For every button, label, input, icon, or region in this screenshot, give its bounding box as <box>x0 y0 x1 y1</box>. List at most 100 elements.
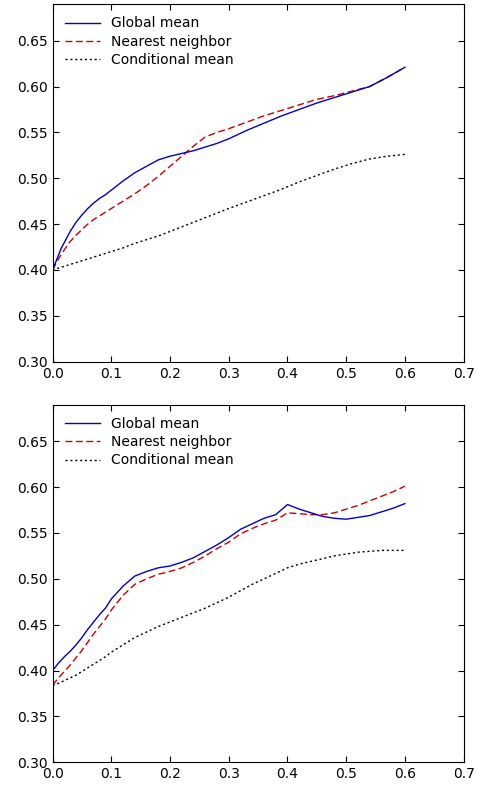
Nearest neighbor <box>191 557 196 567</box>
Conditional mean <box>261 574 267 584</box>
Global mean <box>132 572 138 581</box>
Conditional mean <box>132 633 138 642</box>
Global mean <box>320 511 326 521</box>
Conditional mean <box>320 554 326 564</box>
Nearest neighbor <box>226 538 232 547</box>
Conditional mean <box>191 608 196 618</box>
Nearest neighbor <box>261 111 267 121</box>
Global mean <box>91 198 97 208</box>
Nearest neighbor <box>179 563 185 572</box>
Conditional mean <box>402 545 408 555</box>
Nearest neighbor <box>144 181 150 191</box>
Conditional mean <box>120 243 126 252</box>
Conditional mean <box>214 598 220 607</box>
Global mean <box>402 63 408 72</box>
Global mean <box>85 204 91 214</box>
Nearest neighbor <box>402 481 408 491</box>
Nearest neighbor <box>349 87 355 96</box>
Line: Global mean: Global mean <box>53 503 405 670</box>
Nearest neighbor <box>332 508 337 518</box>
Nearest neighbor <box>132 189 138 198</box>
Nearest neighbor <box>79 646 85 655</box>
Conditional mean <box>144 235 150 245</box>
Conditional mean <box>279 184 284 194</box>
Nearest neighbor <box>296 509 302 518</box>
Nearest neighbor <box>202 551 208 561</box>
Conditional mean <box>296 560 302 569</box>
Global mean <box>50 265 55 275</box>
Nearest neighbor <box>155 172 161 181</box>
Global mean <box>50 665 55 675</box>
Global mean <box>58 243 64 252</box>
Nearest neighbor <box>167 161 173 171</box>
Nearest neighbor <box>103 615 109 624</box>
Global mean <box>226 134 232 144</box>
Conditional mean <box>284 563 290 572</box>
Nearest neighbor <box>243 118 249 127</box>
Global mean <box>167 152 173 161</box>
Nearest neighbor <box>132 580 138 589</box>
Nearest neighbor <box>73 230 79 240</box>
Nearest neighbor <box>238 529 243 538</box>
Conditional mean <box>202 213 208 222</box>
Nearest neighbor <box>109 204 114 214</box>
Conditional mean <box>314 171 320 180</box>
Line: Conditional mean: Conditional mean <box>53 154 405 270</box>
Nearest neighbor <box>50 680 55 690</box>
Global mean <box>202 142 208 152</box>
Global mean <box>155 155 161 164</box>
Conditional mean <box>109 647 114 657</box>
Conditional mean <box>332 551 337 561</box>
Nearest neighbor <box>226 124 232 133</box>
Conditional mean <box>355 547 361 557</box>
Nearest neighbor <box>155 569 161 579</box>
Global mean <box>226 533 232 542</box>
Conditional mean <box>214 208 220 218</box>
Global mean <box>214 540 220 549</box>
Global mean <box>261 118 267 128</box>
Nearest neighbor <box>391 487 396 496</box>
Global mean <box>367 82 372 91</box>
Global mean <box>120 176 126 186</box>
Global mean <box>402 499 408 508</box>
Nearest neighbor <box>279 106 284 115</box>
Nearest neighbor <box>97 211 102 221</box>
Conditional mean <box>191 218 196 227</box>
Conditional mean <box>367 154 372 164</box>
Global mean <box>79 210 85 220</box>
Line: Nearest neighbor: Nearest neighbor <box>53 67 405 270</box>
Conditional mean <box>85 663 91 673</box>
Conditional mean <box>79 667 85 676</box>
Global mean <box>332 514 337 523</box>
Nearest neighbor <box>367 496 372 506</box>
Line: Nearest neighbor: Nearest neighbor <box>53 486 405 685</box>
Line: Conditional mean: Conditional mean <box>53 550 405 685</box>
Nearest neighbor <box>273 515 279 525</box>
Conditional mean <box>343 549 349 559</box>
Nearest neighbor <box>167 567 173 576</box>
Global mean <box>179 557 185 567</box>
Legend: Global mean, Nearest neighbor, Conditional mean: Global mean, Nearest neighbor, Condition… <box>60 411 239 473</box>
Conditional mean <box>273 569 279 578</box>
Global mean <box>191 146 196 156</box>
Global mean <box>273 510 279 519</box>
Conditional mean <box>226 204 232 214</box>
Nearest neighbor <box>250 523 255 533</box>
Global mean <box>367 511 372 520</box>
Nearest neighbor <box>79 225 85 234</box>
Nearest neighbor <box>73 653 79 662</box>
Conditional mean <box>85 254 91 264</box>
Nearest neighbor <box>384 72 390 82</box>
Global mean <box>70 222 76 232</box>
Conditional mean <box>167 617 173 626</box>
Conditional mean <box>50 265 55 275</box>
Conditional mean <box>238 586 243 596</box>
Conditional mean <box>243 197 249 206</box>
Conditional mean <box>50 680 55 690</box>
Global mean <box>155 563 161 572</box>
Nearest neighbor <box>308 510 314 519</box>
Nearest neighbor <box>103 207 109 217</box>
Conditional mean <box>379 545 384 555</box>
Nearest neighbor <box>62 245 67 255</box>
Nearest neighbor <box>120 591 126 600</box>
